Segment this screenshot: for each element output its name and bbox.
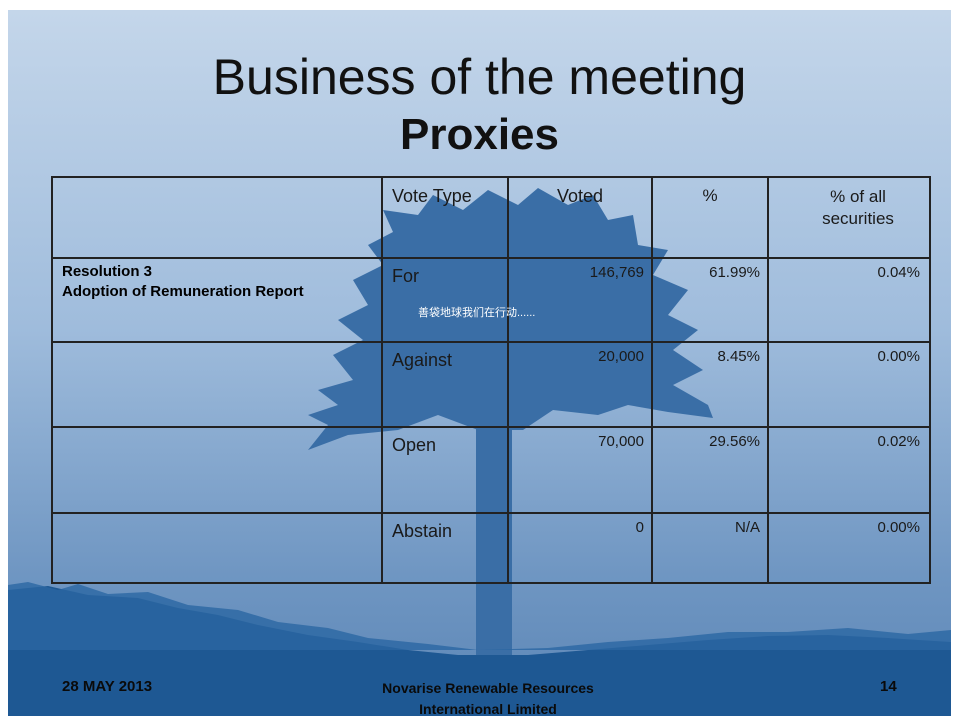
footer-company: Novarise Renewable Resources Internation… <box>338 678 638 716</box>
footer-page: 14 <box>880 678 897 695</box>
percent-all: 0.02% <box>877 433 920 450</box>
percent-all: 0.04% <box>877 264 920 281</box>
resolution-number: Resolution 3 <box>62 263 153 280</box>
vote-type: Abstain <box>392 521 453 541</box>
voted: 20,000 <box>598 348 644 365</box>
footer-date: 28 MAY 2013 <box>62 678 153 695</box>
title: Business of the meeting <box>212 49 747 105</box>
company-line: International Limited <box>419 701 557 716</box>
percent: 8.45% <box>717 348 760 365</box>
vote-type: Open <box>392 435 437 455</box>
percent: 61.99% <box>709 264 760 281</box>
vote-type: Against <box>392 350 453 370</box>
subtitle: Proxies <box>400 110 559 159</box>
voted: 0 <box>635 519 644 536</box>
percent-all: 0.00% <box>877 519 920 536</box>
voted: 70,000 <box>598 433 644 450</box>
table-grid <box>51 176 931 584</box>
percent-all: 0.00% <box>877 348 920 365</box>
watermark: 善袋地球我们在行动...... <box>418 307 536 319</box>
vote-type: For <box>392 266 419 286</box>
slide: Business of the meeting Proxies Vote Typ… <box>8 10 951 716</box>
header-cell: % <box>702 186 718 205</box>
tree-trunk <box>476 415 512 685</box>
resolution-name: Adoption of Remuneration Report <box>62 283 304 300</box>
percent: 29.56% <box>709 433 760 450</box>
tree-canopy <box>308 188 713 450</box>
resolution-label: Resolution 3 Adoption of Remuneration Re… <box>62 262 304 302</box>
header-cell: Vote Type <box>392 186 472 206</box>
header-cell: % of all securities <box>822 187 894 228</box>
background-art <box>8 176 951 716</box>
ground-edge <box>8 582 951 650</box>
header-cell: Voted <box>556 186 604 206</box>
ground <box>8 586 951 716</box>
voted: 146,769 <box>589 264 644 281</box>
company-line: Novarise Renewable Resources <box>382 680 594 696</box>
percent: N/A <box>734 519 760 536</box>
